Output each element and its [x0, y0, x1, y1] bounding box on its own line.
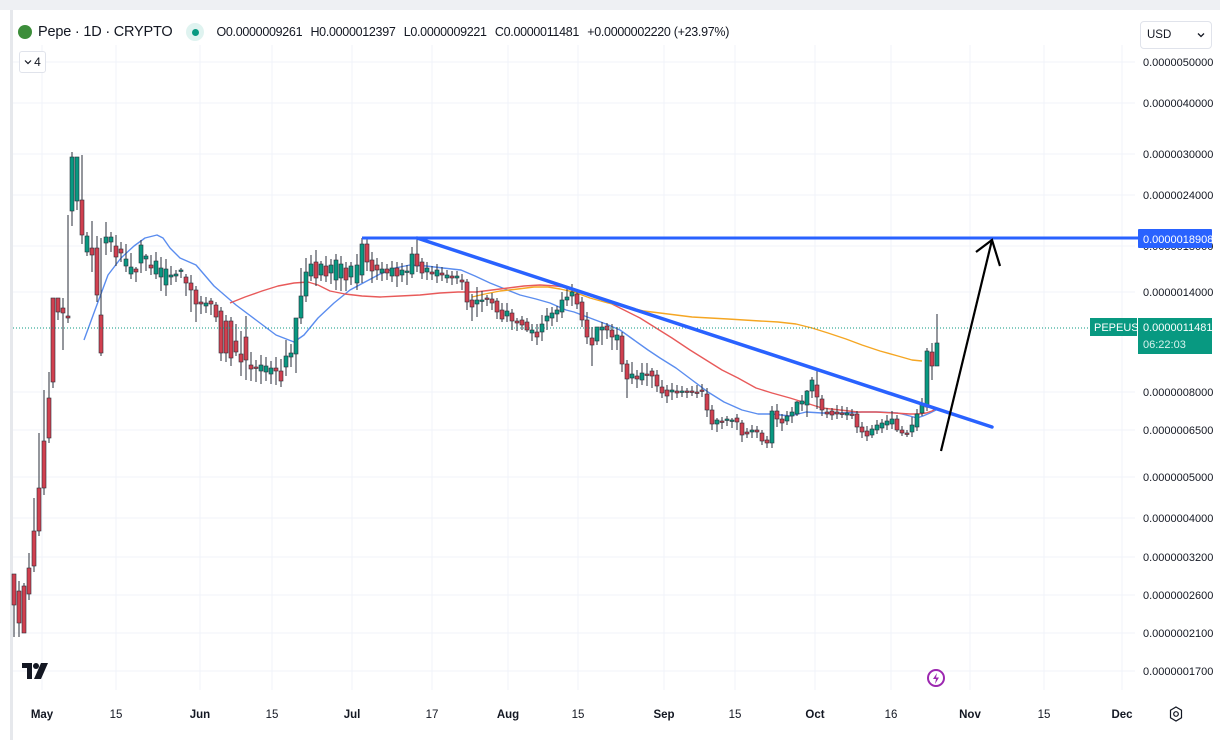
moving-average-line [471, 286, 923, 362]
price-axis-label: 0.0000024000 [1143, 190, 1213, 202]
symbol-title[interactable]: Pepe · 1D · CRYPTO [38, 24, 173, 40]
price-axis-label: 0.0000005000 [1143, 472, 1213, 484]
breakout-arrow [939, 239, 994, 452]
time-axis-label: 15 [729, 709, 742, 721]
time-axis-label: Jun [190, 709, 210, 721]
time-axis-label: 15 [110, 709, 123, 721]
drawings[interactable] [362, 236, 1138, 452]
price-axis-label: 0.0000002600 [1143, 590, 1213, 602]
price-axis-label: 0.0000040000 [1143, 98, 1213, 110]
price-axis-label: 0.0000004000 [1143, 513, 1213, 525]
symbol-legend: Pepe · 1D · CRYPTO O0.0000009261 H0.0000… [18, 23, 734, 41]
low-value: L0.0000009221 [403, 25, 487, 39]
price-axis[interactable]: 0.0000050000 0.0000040000 0.0000030000 0.00… [1143, 57, 1213, 678]
chart-frame [10, 10, 1220, 740]
currency-select[interactable]: USD [1140, 21, 1212, 49]
resistance-price-tag: 0.0000018908 [1143, 234, 1213, 246]
moving-averages [83, 234, 938, 419]
price-axis-label: 0.0000014000 [1143, 287, 1213, 299]
open-value: O0.0000009261 [216, 25, 303, 39]
grid-lines [13, 45, 1135, 690]
time-axis-label: Sep [653, 709, 674, 721]
time-axis-label: Oct [805, 709, 824, 721]
left-border [10, 10, 13, 740]
price-axis-label: 0.0000003200 [1143, 552, 1213, 564]
tradingview-logo-icon[interactable] [22, 660, 48, 684]
last-price-tag: 0.0000011481 [1143, 322, 1213, 334]
symbol-price-tag: PEPEUSD [1094, 322, 1147, 334]
close-value: C0.0000011481 [494, 25, 580, 39]
indicators-count: 4 [34, 55, 41, 69]
price-axis-label: 0.0000008000 [1143, 387, 1213, 399]
price-axis-label: 0.0000002100 [1143, 628, 1213, 640]
time-axis-label: 15 [1038, 709, 1051, 721]
market-status-icon[interactable] [186, 23, 205, 41]
time-axis-label: 15 [572, 709, 585, 721]
lightning-icon[interactable] [927, 669, 945, 687]
time-axis-label: Dec [1111, 709, 1133, 721]
candlesticks [11, 152, 940, 637]
time-axis-label: Aug [497, 709, 519, 721]
pepe-logo-icon [18, 25, 32, 39]
gear-icon[interactable] [1168, 706, 1184, 722]
high-value: H0.0000012397 [310, 25, 396, 39]
time-axis-label: Jul [344, 709, 361, 721]
time-axis[interactable]: May 15 Jun 15 Jul 17 Aug 15 Sep 15 Oct 16 Nov 15 Dec [31, 709, 1133, 721]
price-axis-label: 0.0000001700 [1143, 666, 1213, 678]
indicators-toggle-button[interactable]: 4 [19, 51, 46, 73]
ohlc-values: O0.0000009261 H0.0000012397 L0.000000922… [216, 25, 734, 39]
arrow-head [975, 238, 1002, 267]
time-axis-label: 15 [266, 709, 279, 721]
chevron-down-icon [1197, 33, 1205, 38]
change-value: +0.0000002220 (+23.97%) [587, 25, 730, 39]
descending-trendline [415, 236, 994, 429]
time-axis-label: 16 [885, 709, 898, 721]
chevron-down-icon [24, 60, 32, 65]
time-axis-label: May [31, 709, 54, 721]
price-axis-label: 0.0000050000 [1143, 57, 1213, 69]
time-axis-label: Nov [959, 709, 981, 721]
top-strip [0, 0, 1220, 10]
price-axis-label: 0.0000006500 [1143, 425, 1213, 437]
price-axis-label: 0.0000030000 [1143, 149, 1213, 161]
bar-countdown: 06:22:03 [1143, 339, 1186, 351]
moving-average-line [83, 234, 937, 419]
time-axis-label: 17 [426, 709, 439, 721]
currency-value: USD [1147, 29, 1172, 41]
